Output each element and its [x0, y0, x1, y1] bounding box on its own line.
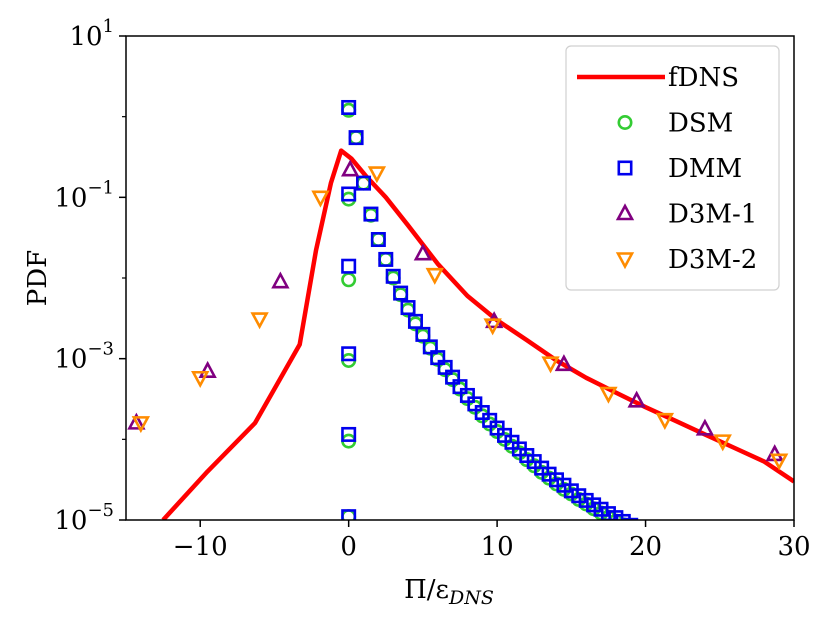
data-point-dmm [341, 186, 357, 202]
x-axis-label-base: Π/ε [404, 575, 449, 605]
data-point-d3m-2 [250, 312, 269, 330]
y-tick-label: 10−3 [54, 339, 114, 375]
x-axis: −10 0 10 20 30 [173, 520, 811, 562]
x-tick-label: −10 [173, 532, 228, 562]
data-point-d3m-2 [713, 434, 732, 452]
data-point-d3m-2 [541, 356, 560, 374]
data-point-d3m-1 [554, 354, 574, 372]
data-point-d3m-1 [271, 271, 290, 289]
data-point-d3m-1 [695, 418, 715, 436]
data-point-d3m-1 [627, 390, 646, 408]
data-point-d3m-2 [311, 190, 330, 208]
data-point-dsm [341, 272, 357, 288]
legend-item-dmm: DMM [617, 154, 742, 184]
data-point-dmm [623, 517, 639, 520]
data-point-dsm [356, 175, 372, 191]
data-point-d3m-2 [131, 416, 151, 434]
data-point-d3m-2 [483, 318, 502, 336]
x-tick-label: 0 [340, 532, 357, 562]
data-point-dmm [615, 513, 631, 520]
data-point-d3m-2 [191, 370, 210, 388]
data-point-dsm [370, 232, 386, 248]
data-point-dmm [356, 175, 372, 191]
data-point-dmm [341, 509, 357, 520]
y-tick-label: 10−1 [54, 177, 114, 213]
data-point-dmm [348, 130, 364, 146]
legend-label: D3M-1 [668, 200, 757, 230]
legend-marker-swatch [617, 160, 633, 176]
series-line-fdns [161, 148, 794, 520]
data-point-dmm [608, 510, 624, 520]
data-point-dmm [341, 99, 357, 115]
legend-label: DMM [668, 154, 742, 184]
data-point-d3m-1 [127, 412, 146, 430]
data-point-d3m-1 [340, 159, 360, 177]
data-point-dmm [341, 346, 357, 362]
legend-item-fdns: fDNS [577, 63, 739, 93]
y-tick-label: 10−5 [54, 500, 114, 536]
legend-label: fDNS [668, 63, 739, 93]
data-point-d3m-1 [413, 243, 433, 261]
legend-box [565, 45, 780, 291]
data-point-dmm [378, 251, 394, 267]
data-point-dmm [363, 206, 379, 222]
y-tick-label: 101 [69, 16, 114, 52]
x-tick-label: 20 [629, 532, 662, 562]
series-fdns [161, 148, 794, 520]
x-axis-label: Π/εDNS [404, 575, 494, 609]
legend: fDNS DSM DMM D3M-1 D3M-2 [565, 45, 780, 291]
legend-item-d3m-2: D3M-2 [615, 245, 757, 275]
series-d3m-2 [131, 166, 789, 471]
legend-marker-swatch [615, 252, 635, 270]
y-axis-label: PDF [23, 250, 53, 306]
legend-marker-swatch [617, 115, 633, 131]
legend-item-d3m-1: D3M-1 [615, 200, 757, 230]
data-point-dmm [341, 426, 357, 442]
data-point-d3m-2 [425, 267, 444, 285]
data-point-dmm [385, 268, 401, 284]
legend-item-dsm: DSM [617, 109, 733, 139]
x-axis-label-subscript: DNS [448, 587, 494, 609]
series-dmm [341, 99, 639, 520]
legend-marker-swatch [615, 203, 635, 221]
series-d3m-1 [127, 159, 784, 462]
data-point-dmm [341, 258, 357, 274]
data-point-dmm [370, 232, 386, 248]
data-point-d3m-2 [367, 166, 387, 184]
data-point-d3m-2 [655, 412, 675, 430]
data-point-d3m-2 [769, 453, 789, 471]
data-point-d3m-1 [198, 360, 217, 378]
y-axis: 101 10−1 10−3 10−5 [54, 16, 126, 536]
data-point-dsm [348, 130, 364, 146]
data-point-dmm [400, 300, 416, 316]
data-point-dmm [393, 285, 409, 301]
legend-label: D3M-2 [668, 245, 757, 275]
x-tick-label: 30 [777, 532, 810, 562]
data-point-d3m-2 [599, 386, 618, 404]
x-tick-label: 10 [481, 532, 514, 562]
legend-label: DSM [668, 109, 733, 139]
data-point-dsm [378, 251, 394, 267]
